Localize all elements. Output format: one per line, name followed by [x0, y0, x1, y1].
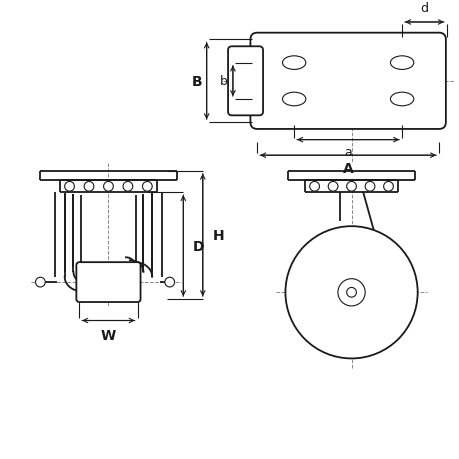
Circle shape	[346, 288, 356, 297]
Text: W: W	[101, 329, 116, 342]
Ellipse shape	[282, 93, 305, 106]
Circle shape	[142, 182, 152, 192]
Circle shape	[123, 182, 133, 192]
Circle shape	[84, 182, 94, 192]
Text: d: d	[420, 2, 427, 15]
Circle shape	[337, 279, 364, 306]
Ellipse shape	[282, 57, 305, 70]
Text: H: H	[212, 229, 224, 242]
Ellipse shape	[390, 93, 413, 106]
FancyBboxPatch shape	[76, 263, 140, 302]
Circle shape	[164, 278, 174, 287]
Text: b: b	[220, 75, 228, 88]
Text: A: A	[342, 162, 353, 176]
Text: a: a	[343, 146, 351, 159]
Circle shape	[309, 182, 319, 192]
Circle shape	[328, 182, 337, 192]
Circle shape	[103, 182, 113, 192]
FancyBboxPatch shape	[228, 47, 263, 116]
Text: B: B	[191, 75, 202, 89]
Circle shape	[364, 182, 374, 192]
Text: D: D	[193, 239, 204, 253]
FancyBboxPatch shape	[250, 34, 445, 129]
Circle shape	[285, 227, 417, 358]
Ellipse shape	[390, 57, 413, 70]
Circle shape	[346, 182, 356, 192]
Circle shape	[383, 182, 392, 192]
Circle shape	[65, 182, 74, 192]
Circle shape	[35, 278, 45, 287]
